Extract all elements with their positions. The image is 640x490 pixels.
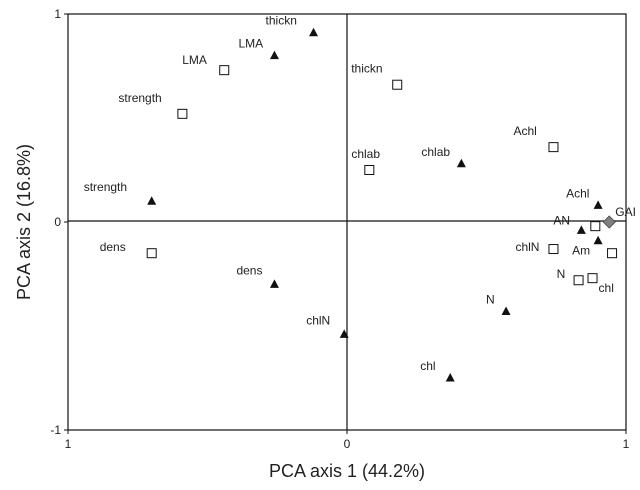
point-chlab-label: chlab bbox=[421, 145, 450, 159]
point-n-triangle-marker bbox=[501, 306, 511, 315]
point-lma-label: LMA bbox=[238, 37, 263, 51]
point-chlab-label: chlab bbox=[351, 147, 380, 161]
point-chln-triangle-marker bbox=[339, 329, 349, 338]
point-am-triangle-marker bbox=[593, 235, 603, 245]
point-chln-square-marker bbox=[548, 244, 559, 255]
point-chl-square-marker bbox=[587, 273, 598, 284]
y-tick-label: 1 bbox=[54, 7, 61, 21]
point-gai-label: GAI bbox=[615, 205, 636, 219]
x-tick-label: 1 bbox=[623, 437, 630, 451]
point-thickn-square-marker bbox=[392, 79, 403, 90]
point-dens-square-marker bbox=[146, 248, 157, 259]
x-tick-label: 1 bbox=[65, 437, 72, 451]
point-chln-label: chlN bbox=[515, 240, 539, 254]
point-strength-label: strength bbox=[118, 91, 161, 105]
point-strength-triangle-marker bbox=[147, 196, 157, 205]
point-dens-label: dens bbox=[236, 263, 262, 277]
y-tick-label: 0 bbox=[54, 215, 61, 229]
x-axis-title: PCA axis 1 (44.2%) bbox=[269, 461, 425, 481]
point-lma-triangle-marker bbox=[269, 50, 279, 60]
point-achl-triangle-marker bbox=[593, 200, 603, 209]
point-dens-triangle-marker bbox=[269, 279, 279, 288]
point-chl-label: chl bbox=[420, 359, 435, 373]
point-n-label: N bbox=[486, 292, 495, 306]
point-achl-label: Achl bbox=[566, 186, 589, 200]
point-achl-square-marker bbox=[548, 142, 559, 153]
point-lma-square-marker bbox=[219, 65, 230, 76]
point-an-square-marker bbox=[590, 221, 601, 232]
point-am-square-marker bbox=[607, 248, 618, 259]
point-gai-diamond-marker bbox=[602, 215, 616, 229]
point-thickn-triangle-marker bbox=[309, 27, 319, 37]
point-an-label: AN bbox=[553, 213, 570, 227]
point-chl-label: chl bbox=[599, 281, 614, 295]
point-chlab-square-marker bbox=[364, 165, 375, 175]
point-n-square-marker bbox=[573, 275, 584, 286]
point-strength-square-marker bbox=[177, 108, 188, 119]
point-thickn-label: thickn bbox=[266, 14, 297, 28]
x-tick-label: 0 bbox=[344, 437, 351, 451]
point-achl-label: Achl bbox=[513, 124, 536, 138]
point-dens-label: dens bbox=[100, 240, 126, 254]
y-tick-label: -1 bbox=[50, 423, 61, 437]
point-chl-triangle-marker bbox=[445, 373, 455, 382]
data-marks: thicknLMAstrengthdenschlNchlabchlNAchlAN… bbox=[84, 14, 636, 382]
point-an-triangle-marker bbox=[576, 225, 586, 234]
point-chln-label: chlN bbox=[306, 313, 330, 327]
point-thickn-label: thickn bbox=[351, 62, 382, 76]
point-chlab-triangle-marker bbox=[456, 158, 466, 168]
point-am-label: Am bbox=[572, 244, 590, 258]
point-strength-label: strength bbox=[84, 180, 127, 194]
axis-ticks: 1 0 1 1 0 -1 bbox=[50, 7, 629, 451]
point-lma-label: LMA bbox=[182, 53, 207, 67]
point-n-label: N bbox=[557, 267, 566, 281]
y-axis-title: PCA axis 2 (16.8%) bbox=[14, 144, 34, 300]
